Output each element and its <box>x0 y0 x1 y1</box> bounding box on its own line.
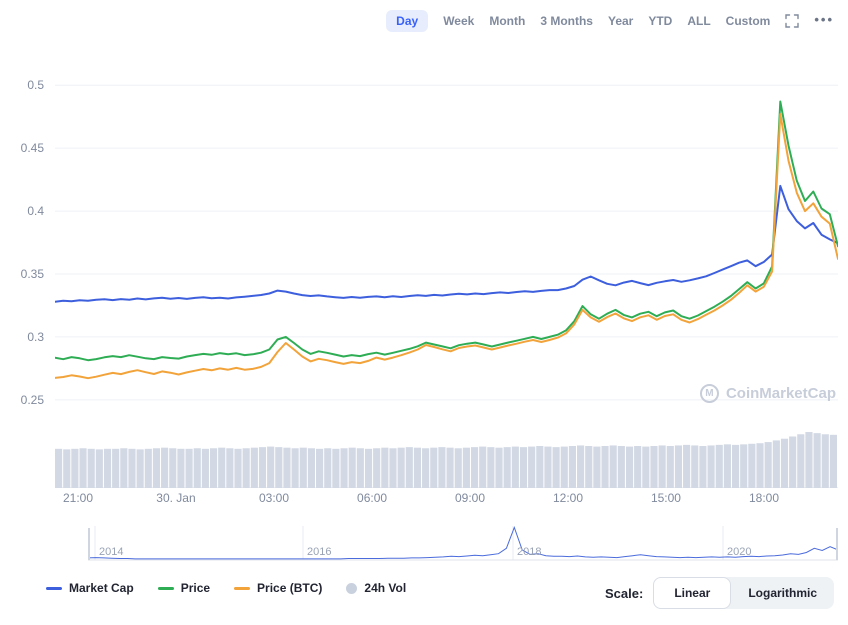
navigator-chart[interactable] <box>88 524 838 564</box>
x-axis-label: 06:00 <box>357 491 388 505</box>
y-axis-label: 0.3 <box>27 329 44 344</box>
y-axis-label: 0.45 <box>20 141 44 156</box>
x-axis-label: 18:00 <box>748 491 780 505</box>
y-axis-label: 0.5 <box>27 78 44 93</box>
legend-label: Price (BTC) <box>257 581 323 595</box>
watermark-text: CoinMarketCap <box>725 385 836 402</box>
navigator-year-label: 2018 <box>517 546 542 558</box>
scale-toggle: Scale: Linear Logarithmic <box>605 577 834 609</box>
navigator-year-label: 2014 <box>98 546 124 558</box>
x-axis: 21:00 30. Jan 03:00 06:00 09:00 12:00 15:00 18:… <box>0 491 848 507</box>
x-axis-label: 03:00 <box>258 491 290 505</box>
x-axis-label: 15:00 <box>650 491 681 505</box>
y-axis-label: 0.35 <box>20 267 44 281</box>
fullscreen-icon[interactable] <box>785 14 800 28</box>
legend-label: 24h Vol <box>364 581 407 595</box>
legend-item-24h-vol[interactable]: 24h Vol <box>346 581 406 595</box>
scale-linear-button[interactable]: Linear <box>653 577 732 609</box>
legend: Market Cap Price Price (BTC) 24h Vol <box>46 581 406 595</box>
legend-item-market-cap[interactable]: Market Cap <box>46 581 134 595</box>
legend-item-price-btc[interactable]: Price (BTC) <box>234 581 322 595</box>
watermark: M CoinMarketCap <box>699 384 836 403</box>
more-options-icon[interactable]: ••• <box>814 12 834 27</box>
y-axis-label: 0.4 <box>27 204 44 219</box>
range-ytd[interactable]: YTD <box>648 14 673 28</box>
range-year[interactable]: Year <box>607 14 634 28</box>
price-btc-marker-icon <box>234 586 251 590</box>
legend-item-price[interactable]: Price <box>157 581 211 595</box>
scale-logarithmic-button[interactable]: Logarithmic <box>731 577 834 609</box>
legend-label: Price <box>180 581 211 595</box>
x-axis-label: 09:00 <box>454 491 485 505</box>
navigator-year-label: 2016 <box>307 546 332 558</box>
scale-label: Scale: <box>605 585 644 601</box>
range-day[interactable]: Day <box>386 10 429 32</box>
scale-segmented-control: Linear Logarithmic <box>653 577 834 609</box>
x-axis-label: 12:00 <box>553 491 584 505</box>
range-all[interactable]: ALL <box>687 14 711 28</box>
time-range-toolbar: Day Week Month 3 Months Year YTD ALL Custom ••• <box>386 10 834 32</box>
range-week[interactable]: Week <box>443 14 475 28</box>
coinmarketcap-logo-icon: M <box>699 384 719 403</box>
navigator-year-label: 2020 <box>727 546 752 558</box>
range-month[interactable]: Month <box>489 14 526 28</box>
y-axis-label: 0.25 <box>20 392 44 407</box>
range-custom[interactable]: Custom <box>725 14 771 28</box>
range-3-months[interactable]: 3 Months <box>540 14 593 28</box>
main-chart[interactable] <box>55 60 838 488</box>
legend-label: Market Cap <box>69 581 134 595</box>
price-marker-icon <box>157 586 174 590</box>
x-axis-label: 21:00 <box>63 491 94 505</box>
x-axis-label: 30. Jan <box>156 491 196 505</box>
market-cap-marker-icon <box>46 586 62 590</box>
24h-vol-marker-icon <box>346 582 358 594</box>
